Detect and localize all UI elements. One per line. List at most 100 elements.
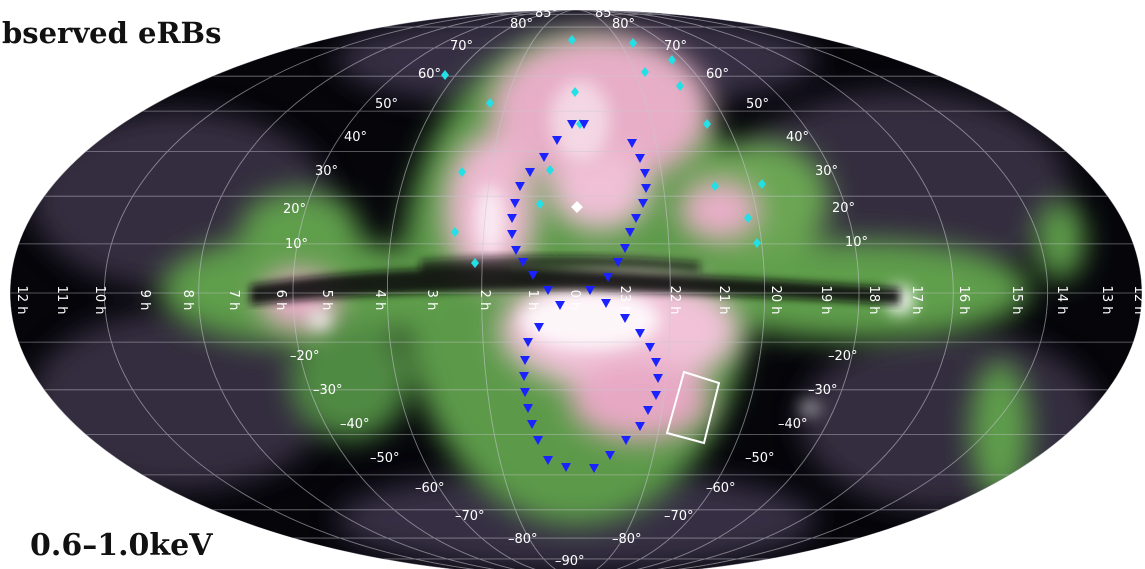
ra-label: 20 h — [768, 286, 783, 315]
ra-label: 23 h — [617, 286, 632, 315]
dec-label: –20° — [290, 349, 320, 364]
cyan-diamond — [711, 181, 719, 191]
cyan-diamond — [471, 258, 479, 268]
blue-triangle — [601, 299, 611, 308]
dec-label: –60° — [706, 481, 736, 496]
blue-triangle — [605, 451, 615, 460]
ra-label: 8 h — [180, 290, 195, 311]
blue-triangle — [518, 258, 528, 267]
dec-label: –90° — [555, 554, 585, 569]
dec-label: 20° — [832, 201, 855, 216]
cyan-diamond-markers — [441, 35, 766, 268]
ra-label: 15 h — [1009, 286, 1024, 315]
cyan-diamond — [458, 167, 466, 177]
dec-label: –60° — [415, 481, 445, 496]
ra-label: 7 h — [226, 290, 241, 311]
dec-label: 30° — [815, 164, 838, 179]
blue-triangle — [567, 120, 577, 129]
ra-label: 9 h — [137, 290, 152, 311]
dec-label: –50° — [370, 451, 400, 466]
ra-label: 13 h — [1099, 286, 1114, 315]
blue-triangle — [523, 404, 533, 413]
dec-label: –20° — [828, 349, 858, 364]
dec-label: 20° — [283, 202, 306, 217]
ra-label: 12 h — [14, 286, 29, 315]
blue-triangle — [585, 286, 595, 295]
cyan-diamond — [629, 38, 637, 48]
dec-label: –40° — [778, 417, 808, 432]
blue-triangle — [520, 356, 530, 365]
cyan-diamond — [568, 35, 576, 45]
ra-label: 11 h — [54, 286, 69, 315]
blue-triangle — [528, 271, 538, 280]
dec-label: 50° — [746, 97, 769, 112]
ra-label: 3 h — [424, 290, 439, 311]
blue-triangle — [589, 464, 599, 473]
emission-layer — [10, 10, 1142, 569]
blue-triangle — [579, 120, 589, 129]
blue-triangle — [507, 230, 517, 239]
ra-label: 6 h — [273, 290, 288, 311]
coordinate-grid — [10, 10, 1142, 569]
ra-label: 14 h — [1054, 286, 1069, 315]
blue-triangle — [643, 406, 653, 415]
blue-triangle — [523, 338, 533, 347]
ra-label: 5 h — [319, 290, 334, 311]
dec-label: 30° — [315, 164, 338, 179]
cyan-diamond — [758, 179, 766, 189]
blue-triangle — [635, 422, 645, 431]
blue-triangle — [515, 182, 525, 191]
ra-labels: 12 h 11 h 10 h 9 h 8 h 7 h 6 h 5 h 4 h 3 h 2 h 1 h 0… — [14, 286, 1145, 315]
dec-label: 50° — [375, 97, 398, 112]
blue-triangle — [534, 323, 544, 332]
white-box-region — [665, 370, 721, 445]
ra-label: 2 h — [477, 290, 492, 311]
ra-label: 17 h — [909, 286, 924, 315]
dec-label: 85° — [595, 6, 618, 21]
dec-label: –30° — [808, 383, 838, 398]
cyan-diamond — [536, 199, 544, 209]
dec-labels: 10° 10° 20° 20° 30° 30° 40° 40° 50° 50° 60° 60° 70° 7… — [283, 6, 868, 569]
ra-label: 12 h — [1131, 286, 1145, 315]
dec-label: 40° — [344, 130, 367, 145]
dec-label: –70° — [664, 509, 694, 524]
blue-triangle — [638, 199, 648, 208]
dec-label: 80° — [612, 17, 635, 32]
blue-triangle — [651, 391, 661, 400]
cyan-diamond — [441, 70, 449, 80]
blue-triangle — [511, 246, 521, 255]
ra-label: 18 h — [866, 286, 881, 315]
blue-triangle — [510, 199, 520, 208]
blue-triangle — [533, 436, 543, 445]
cyan-diamond — [546, 165, 554, 175]
ra-label: 4 h — [372, 290, 387, 311]
dec-label: 10° — [845, 235, 868, 250]
blue-triangle — [621, 436, 631, 445]
blue-triangle — [539, 153, 549, 162]
blue-triangle — [613, 258, 623, 267]
blue-triangle — [640, 169, 650, 178]
dec-label: –40° — [340, 417, 370, 432]
ra-label: 1 h — [525, 290, 540, 311]
dec-label: 85° — [535, 6, 558, 21]
blue-triangle — [625, 228, 635, 237]
blue-triangle — [552, 136, 562, 145]
blue-triangle — [543, 456, 553, 465]
cyan-diamond — [571, 87, 579, 97]
blue-triangle — [561, 463, 571, 472]
ra-label: 21 h — [716, 286, 731, 315]
blue-triangle — [627, 139, 637, 148]
cyan-diamond — [668, 55, 676, 65]
blue-triangle — [653, 374, 663, 383]
blue-triangle-markers — [507, 120, 663, 473]
blue-triangle — [651, 358, 661, 367]
blue-triangle — [527, 420, 537, 429]
energy-band-label: 0.6–1.0keV — [30, 528, 213, 563]
dec-label: 70° — [450, 39, 473, 54]
cyan-diamond — [753, 238, 761, 248]
ra-label: 16 h — [956, 286, 971, 315]
blue-triangle — [507, 214, 517, 223]
ra-label: 10 h — [92, 286, 107, 315]
dec-label: 80° — [510, 17, 533, 32]
dec-label: –80° — [508, 532, 538, 547]
